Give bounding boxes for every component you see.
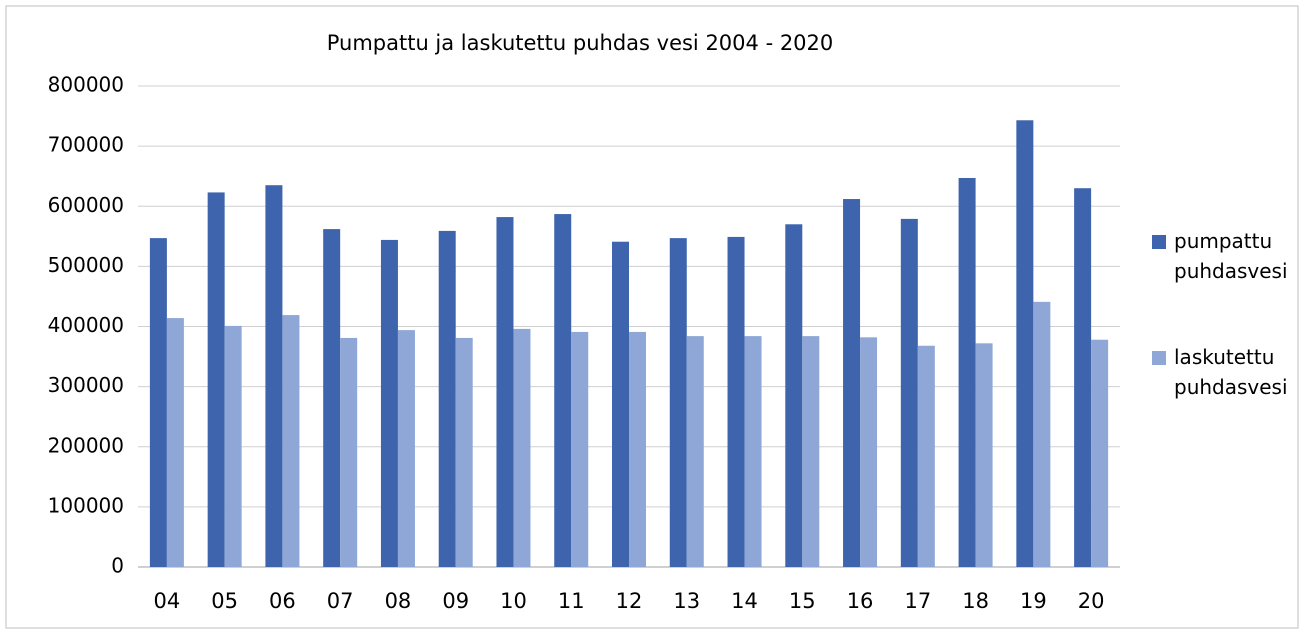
bar [513,328,531,567]
bar [554,214,572,567]
chart-title: Pumpattu ja laskutettu puhdas vesi 2004 … [327,31,834,55]
legend-swatch [1152,351,1166,365]
x-tick-label: 13 [673,589,700,613]
bar [900,218,918,567]
bar [917,345,935,567]
bar [496,217,514,567]
bar [1074,188,1092,567]
bar [166,318,184,567]
legend-label: pumpattu puhdasvesi [1174,229,1288,283]
x-tick-label: 20 [1078,589,1105,613]
bar [282,315,300,567]
y-tick-label: 500000 [48,253,124,277]
y-tick-label: 0 [111,554,124,578]
x-tick-label: 11 [558,589,585,613]
bar [975,343,993,567]
bar [149,238,167,567]
x-tick-label: 08 [385,589,412,613]
bar [571,331,589,567]
bar [224,325,242,567]
bar [340,337,358,567]
x-tick-label: 09 [442,589,469,613]
y-tick-label: 600000 [48,193,124,217]
bar [744,336,762,567]
x-tick-label: 17 [904,589,931,613]
bar [727,236,745,567]
y-tick-label: 300000 [48,373,124,397]
x-tick-label: 04 [154,589,181,613]
bar [207,192,225,567]
x-tick-label: 15 [789,589,816,613]
bar [380,239,398,568]
x-tick-label: 14 [731,589,758,613]
x-tick-label: 18 [962,589,989,613]
bar [669,238,687,567]
x-tick-label: 16 [847,589,874,613]
bar [455,337,473,567]
bar [686,336,704,567]
x-tick-label: 06 [269,589,296,613]
bar [397,330,415,567]
bar [785,224,803,567]
bar [629,331,646,567]
y-tick-label: 800000 [48,73,124,97]
bar [1033,301,1051,567]
bar [612,241,629,567]
legend-label: laskutettu puhdasvesi [1174,345,1288,399]
bar [860,337,878,567]
y-tick-label: 200000 [48,433,124,457]
y-tick-label: 700000 [48,133,124,157]
x-tick-label: 19 [1020,589,1047,613]
bar [958,177,976,567]
x-tick-label: 12 [616,589,643,613]
x-tick-label: 05 [211,589,238,613]
bar [843,199,861,567]
bar [1016,120,1034,568]
bar [323,229,341,567]
y-tick-label: 100000 [48,493,124,517]
legend-swatch [1152,235,1166,249]
x-tick-label: 10 [500,589,527,613]
bar [265,185,283,568]
bar [438,230,456,567]
bar [802,336,820,567]
x-tick-label: 07 [327,589,354,613]
y-tick-label: 400000 [48,313,124,337]
bar [1091,339,1109,567]
